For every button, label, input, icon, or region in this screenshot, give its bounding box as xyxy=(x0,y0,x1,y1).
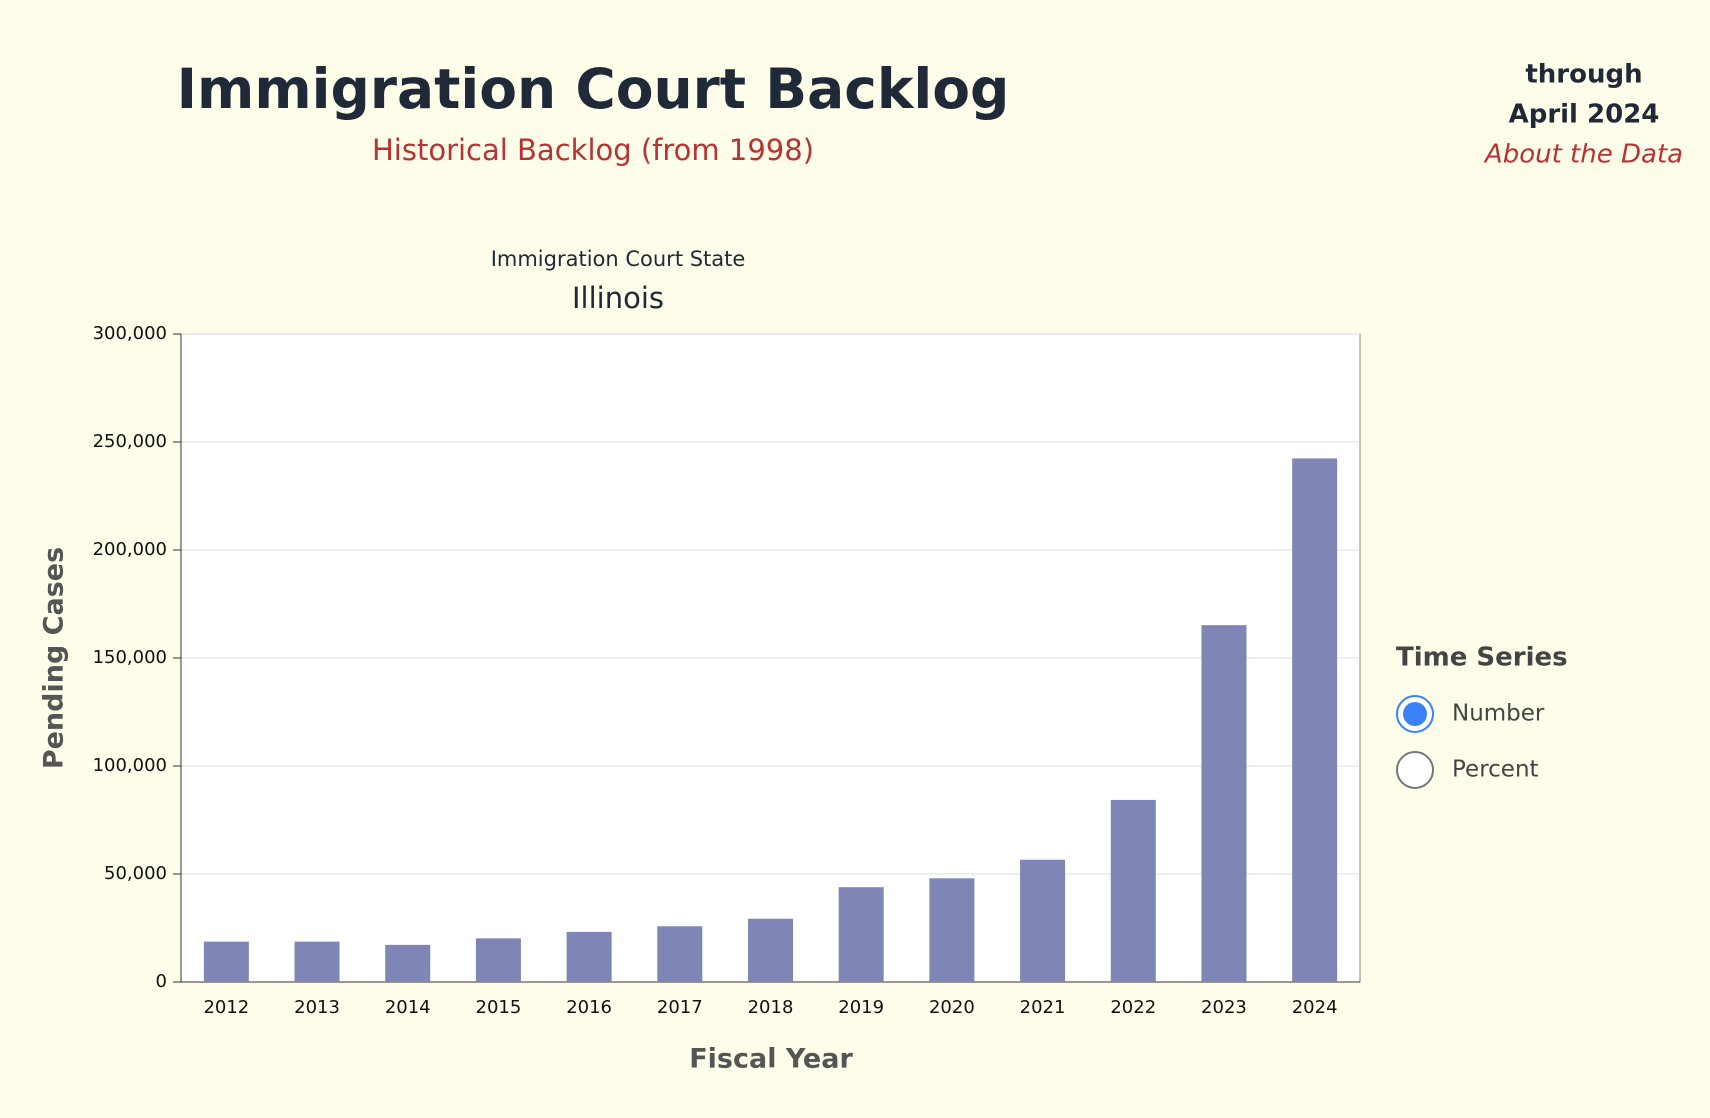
x-tick-label: 2018 xyxy=(748,997,794,1018)
bar xyxy=(929,878,975,982)
bar xyxy=(838,887,884,982)
x-tick-label: 2015 xyxy=(476,997,522,1018)
x-tick-label: 2022 xyxy=(1110,997,1156,1018)
x-tick-label: 2017 xyxy=(657,997,703,1018)
x-tick-label: 2020 xyxy=(929,997,975,1018)
x-tick-label: 2024 xyxy=(1292,997,1338,1018)
x-tick-label: 2014 xyxy=(385,997,431,1018)
y-tick-label: 300,000 xyxy=(93,323,167,344)
y-axis-label: Pending Cases xyxy=(39,547,70,769)
y-tick-label: 200,000 xyxy=(93,539,167,560)
page-subtitle: Historical Backlog (from 1998) xyxy=(372,133,814,167)
bar xyxy=(1020,859,1066,982)
through-text: through xyxy=(1525,60,1642,90)
bar xyxy=(294,941,340,982)
bar xyxy=(566,931,612,982)
bar xyxy=(475,938,521,982)
radio-label[interactable]: Percent xyxy=(1452,757,1539,783)
y-tick-label: 0 xyxy=(156,971,167,992)
x-tick-label: 2016 xyxy=(566,997,612,1018)
y-tick-label: 100,000 xyxy=(93,755,167,776)
y-tick-label: 50,000 xyxy=(104,863,167,884)
bar xyxy=(385,944,431,982)
bar xyxy=(1110,799,1156,982)
x-tick-label: 2021 xyxy=(1020,997,1066,1018)
chart-subtitle: Illinois xyxy=(572,281,664,315)
radio-label[interactable]: Number xyxy=(1452,701,1545,727)
y-tick-label: 150,000 xyxy=(93,647,167,668)
x-tick-label: 2012 xyxy=(203,997,249,1018)
radio-button[interactable] xyxy=(1396,751,1434,789)
y-tick-label: 250,000 xyxy=(93,431,167,452)
page-title: Immigration Court Backlog xyxy=(177,57,1010,121)
x-tick-label: 2019 xyxy=(838,997,884,1018)
x-axis-label: Fiscal Year xyxy=(689,1044,853,1075)
controls-title: Time Series xyxy=(1396,643,1568,673)
date-text: April 2024 xyxy=(1509,100,1660,130)
x-tick-label: 2023 xyxy=(1201,997,1247,1018)
chart-title: Immigration Court State xyxy=(491,247,746,271)
bar xyxy=(1201,625,1247,982)
bar xyxy=(657,926,703,982)
radio-dot xyxy=(1403,702,1427,726)
bar xyxy=(748,918,793,982)
about-link[interactable]: About the Data xyxy=(1483,140,1683,170)
bar xyxy=(1292,458,1338,982)
bar xyxy=(203,941,249,982)
x-tick-label: 2013 xyxy=(294,997,340,1018)
